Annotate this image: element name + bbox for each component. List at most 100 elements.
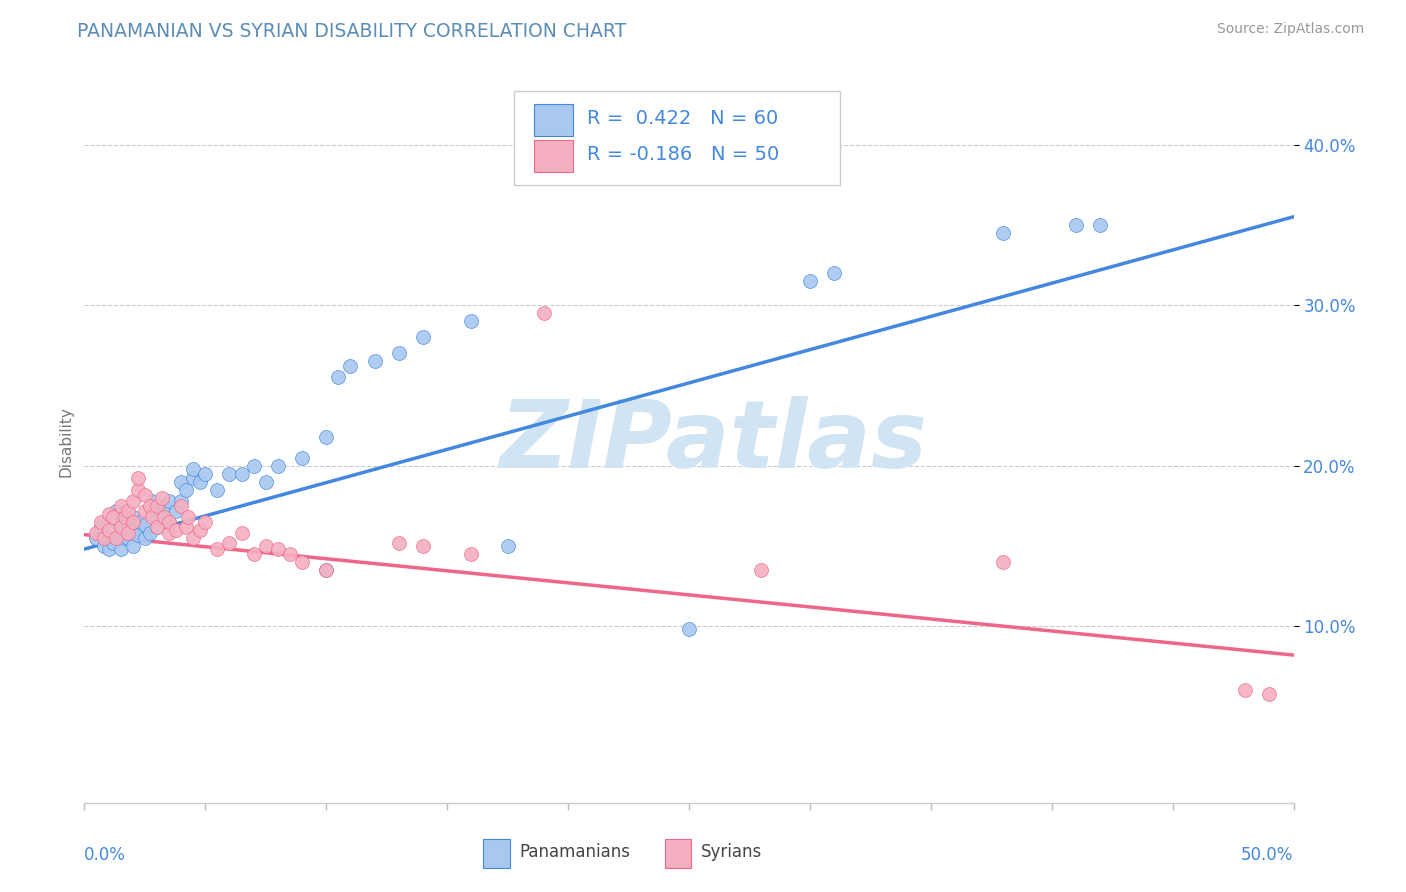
Point — [117, 503, 139, 517]
Point — [181, 471, 204, 485]
Point — [114, 510, 136, 524]
Text: ZIPatlas: ZIPatlas — [499, 395, 927, 488]
Point — [1064, 218, 1087, 232]
Point — [242, 547, 264, 561]
Point — [138, 526, 160, 541]
Point — [315, 563, 337, 577]
Point — [138, 499, 160, 513]
Point — [104, 503, 127, 517]
Point — [90, 515, 112, 529]
Point — [114, 531, 136, 545]
Point — [278, 547, 301, 561]
Point — [134, 503, 156, 517]
Point — [388, 535, 411, 549]
Point — [104, 531, 127, 545]
Point — [110, 507, 132, 521]
Point — [231, 526, 253, 541]
Y-axis label: Disability: Disability — [58, 406, 73, 477]
Point — [267, 542, 290, 557]
Point — [121, 510, 143, 524]
Point — [460, 314, 482, 328]
Point — [86, 531, 108, 545]
Text: 0.0%: 0.0% — [84, 847, 127, 864]
Point — [231, 467, 253, 481]
Point — [165, 523, 187, 537]
Text: Source: ZipAtlas.com: Source: ZipAtlas.com — [1216, 22, 1364, 37]
Point — [496, 539, 519, 553]
Point — [993, 226, 1015, 240]
Point — [218, 467, 240, 481]
Point — [90, 519, 112, 533]
Point — [170, 499, 193, 513]
Point — [97, 531, 120, 545]
Point — [110, 526, 132, 541]
Point — [146, 519, 169, 533]
Point — [315, 563, 337, 577]
Point — [267, 458, 290, 473]
FancyBboxPatch shape — [513, 91, 841, 185]
Point — [174, 483, 197, 497]
Point — [93, 539, 115, 553]
Point — [141, 494, 163, 508]
Point — [134, 518, 156, 533]
Point — [218, 535, 240, 549]
Point — [207, 483, 229, 497]
Point — [117, 526, 139, 541]
Point — [153, 499, 176, 513]
Text: Panamanians: Panamanians — [520, 843, 631, 861]
Point — [103, 535, 125, 549]
Point — [86, 526, 108, 541]
FancyBboxPatch shape — [534, 103, 572, 136]
Point — [799, 274, 821, 288]
Point — [150, 510, 173, 524]
Point — [146, 499, 169, 513]
Point — [254, 539, 277, 553]
Point — [121, 515, 143, 529]
Point — [117, 519, 139, 533]
Point — [157, 515, 180, 529]
Point — [103, 510, 125, 524]
Point — [1088, 218, 1111, 232]
Point — [194, 467, 217, 481]
Point — [177, 510, 200, 524]
Point — [165, 503, 187, 517]
Point — [97, 523, 120, 537]
Point — [127, 527, 149, 541]
Point — [146, 499, 169, 513]
Point — [291, 555, 314, 569]
Point — [254, 475, 277, 489]
Point — [93, 531, 115, 545]
Point — [412, 539, 434, 553]
Point — [117, 531, 139, 545]
Point — [121, 539, 143, 553]
Point — [134, 487, 156, 501]
Point — [181, 462, 204, 476]
FancyBboxPatch shape — [534, 140, 572, 172]
Point — [127, 483, 149, 497]
Point — [207, 542, 229, 557]
Point — [993, 555, 1015, 569]
Point — [146, 519, 169, 533]
Point — [174, 519, 197, 533]
Point — [328, 370, 350, 384]
Point — [533, 306, 555, 320]
Point — [1258, 687, 1281, 701]
Point — [242, 458, 264, 473]
Point — [141, 507, 163, 521]
Point — [339, 359, 361, 373]
Point — [315, 430, 337, 444]
Point — [388, 346, 411, 360]
Text: PANAMANIAN VS SYRIAN DISABILITY CORRELATION CHART: PANAMANIAN VS SYRIAN DISABILITY CORRELAT… — [77, 22, 627, 41]
Point — [153, 510, 176, 524]
Point — [157, 515, 180, 529]
Text: R = -0.186   N = 50: R = -0.186 N = 50 — [588, 145, 779, 164]
Point — [363, 354, 385, 368]
Point — [104, 515, 127, 529]
Point — [127, 471, 149, 485]
Text: Syrians: Syrians — [702, 843, 762, 861]
FancyBboxPatch shape — [484, 838, 510, 868]
Point — [157, 526, 180, 541]
Point — [157, 494, 180, 508]
Point — [170, 475, 193, 489]
Point — [1234, 683, 1257, 698]
